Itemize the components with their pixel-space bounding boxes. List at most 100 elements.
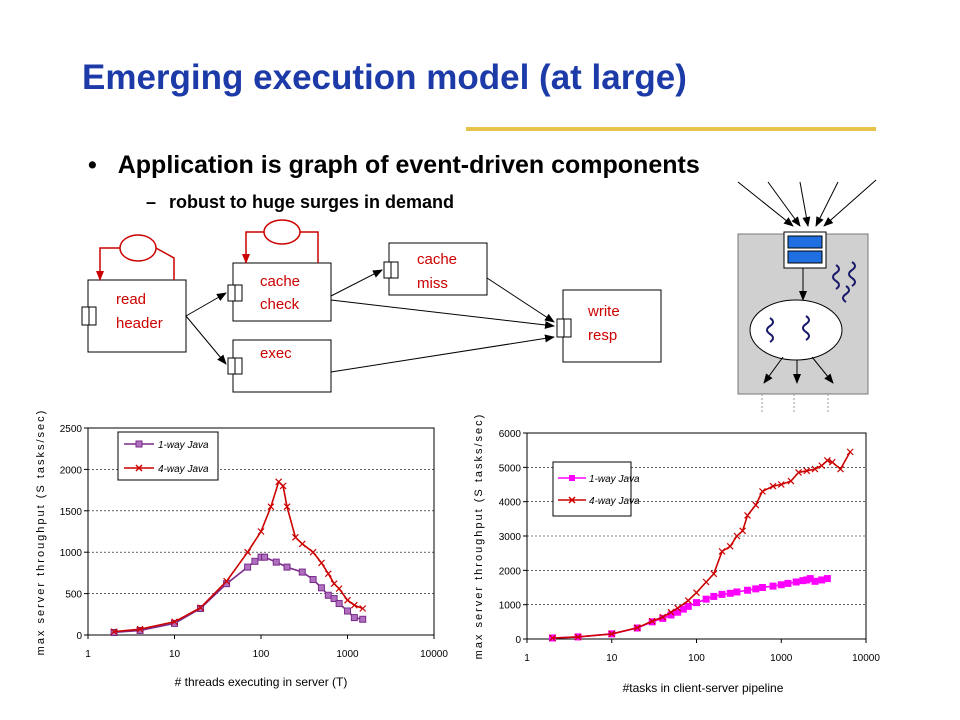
chart-threads-series-1-point (272, 558, 280, 566)
chart-pipeline-series-1-point (777, 581, 785, 589)
chart-threads-series-1-point (309, 576, 317, 584)
title-underline (466, 127, 876, 131)
chart-threads-series-1-point (298, 568, 306, 576)
chart-threads-series-2-point (197, 604, 204, 612)
chart-threads-xtick-label: 10 (169, 649, 181, 660)
chart-threads-series-2-point (335, 585, 343, 593)
chart-pipeline-series-1-point (823, 575, 831, 583)
chart-threads-xlabel: # threads executing in server (T) (175, 675, 348, 689)
node-write-resp-line2: resp (588, 327, 617, 344)
chart-pipeline-series-2-point (777, 481, 785, 488)
chart-pipeline-series-1-point (726, 589, 734, 597)
chart-threads-series-2-point (298, 540, 306, 548)
chart-pipeline-series-1-point (718, 590, 726, 598)
chart-pipeline-ytick-label: 6000 (499, 429, 522, 440)
chart-threads-ytick-label: 1000 (60, 548, 83, 559)
loop-read-header (96, 234, 175, 281)
chart-pipeline-xtick-label: 10 (606, 653, 618, 664)
chart-pipeline-series-2-point (710, 570, 718, 578)
chart-threads-series-2-point (244, 548, 252, 556)
chart-pipeline-xtick-label: 10000 (852, 653, 880, 664)
node-read-header-line2: header (116, 315, 163, 332)
chart-pipeline-series-2-point (693, 589, 700, 597)
chart-threads-series-1-point (283, 563, 291, 571)
chart-pipeline-legend: 1-way Java 4-way Java (552, 461, 640, 517)
slide-title: Emerging execution model (at large) (82, 58, 687, 97)
chart-pipeline-series-1-point (733, 588, 741, 596)
chart-threads-legend: 1-way Java 4-way Java (117, 431, 219, 481)
chart-pipeline-series-1-point (758, 584, 766, 591)
node-exec: exec (227, 339, 332, 393)
node-cache-check-line2: check (260, 296, 300, 313)
chart-threads-series-2-point (350, 601, 358, 609)
chart-threads-xtick-label: 100 (253, 649, 270, 660)
chart-threads-series-1-point (136, 626, 144, 634)
chart-threads-series-1-point (171, 619, 178, 627)
chart-pipeline-series-2-point (608, 630, 616, 638)
chart-pipeline-series-1-point (769, 582, 777, 590)
chart-pipeline-series-2-point (823, 457, 831, 464)
chart-threads-series-2-point (283, 503, 291, 511)
main-bullet-text: Application is graph of event-driven com… (117, 151, 700, 179)
chart-threads-series-2-point (359, 605, 367, 612)
chart-pipeline-series-1-point (752, 585, 760, 593)
chart-threads-series-1-point (344, 607, 351, 615)
chart-threads-ytick-label: 2500 (60, 424, 83, 435)
chart-threads-series-1-point (330, 595, 338, 603)
chart-pipeline-series-2-point (733, 532, 741, 540)
chart-pipeline-series-2-point (828, 458, 836, 466)
chart-pipeline-series-1-point (710, 592, 718, 600)
chart-threads-series-2-point (223, 577, 231, 585)
sub-bullet-marker: – (146, 192, 157, 212)
node-read-header: read header (81, 279, 187, 353)
chart-pipeline-series-2-point (574, 633, 582, 641)
chart-threads-series-1-point (335, 600, 343, 608)
chart-pipeline-ytick-label: 5000 (499, 463, 522, 474)
chart-threads-series-2-point (267, 503, 275, 511)
node-cache-check: cache check (227, 262, 332, 322)
chart-pipeline-ytick-label: 4000 (499, 498, 522, 509)
chart-pipeline-series-2-point (759, 487, 766, 495)
chart-pipeline-series-1-point (811, 577, 819, 585)
chart-threads-series-1-point (261, 553, 269, 561)
main-bullet: • Application is graph of event-driven c… (88, 151, 700, 180)
chart-threads-series-2-point (171, 618, 178, 626)
chart-threads-series-2-point (291, 533, 299, 541)
chart-pipeline-series-2-point (667, 608, 675, 616)
chart-threads-series-1-point (359, 615, 367, 623)
node-write-resp: write resp (556, 289, 662, 363)
chart-threads-xtick-label: 10000 (420, 649, 448, 660)
chart-pipeline-legend-series1: 1-way Java (589, 474, 640, 485)
sub-bullet-text: robust to huge surges in demand (169, 192, 455, 212)
chart-threads-legend-series1: 1-way Java (158, 440, 209, 451)
chart-pipeline-series-2-point (549, 634, 556, 642)
node-cache-miss-line1: cache (417, 251, 457, 268)
loop-cache-check (242, 219, 319, 264)
graph-edges (185, 269, 555, 373)
chart-pipeline-series-2-point (684, 597, 692, 604)
chart-pipeline-ytick-label: 3000 (499, 532, 522, 543)
chart-threads-series-2-point (257, 528, 265, 535)
sub-bullet: – robust to huge surges in demand (146, 192, 454, 213)
chart-threads-series-2-point (324, 570, 332, 578)
chart-threads-xtick-label: 1000 (336, 649, 359, 660)
chart-pipeline-series-1-point (702, 595, 710, 603)
chart-pipeline-series-2-point (633, 624, 641, 632)
chart-pipeline-xtick-label: 100 (688, 653, 705, 664)
chart-pipeline-ytick-label: 0 (515, 635, 521, 646)
node-cache-miss: cache miss (383, 242, 488, 296)
chart-threads-series-2-point (318, 559, 325, 567)
bullet-marker: • (88, 151, 97, 179)
chart-threads-ytick-label: 1500 (60, 507, 83, 518)
chart-threads-series-2-point (136, 625, 144, 633)
chart-threads-series-1-point (251, 557, 259, 565)
chart-pipeline-series-1-point (784, 579, 792, 587)
node-cache-check-line1: cache (260, 273, 300, 290)
stage-illustration (737, 179, 877, 412)
chart-pipeline-series-2-point (739, 527, 747, 535)
chart-pipeline-series-2-point (769, 482, 777, 490)
chart-pipeline-series-1-point (693, 599, 700, 607)
